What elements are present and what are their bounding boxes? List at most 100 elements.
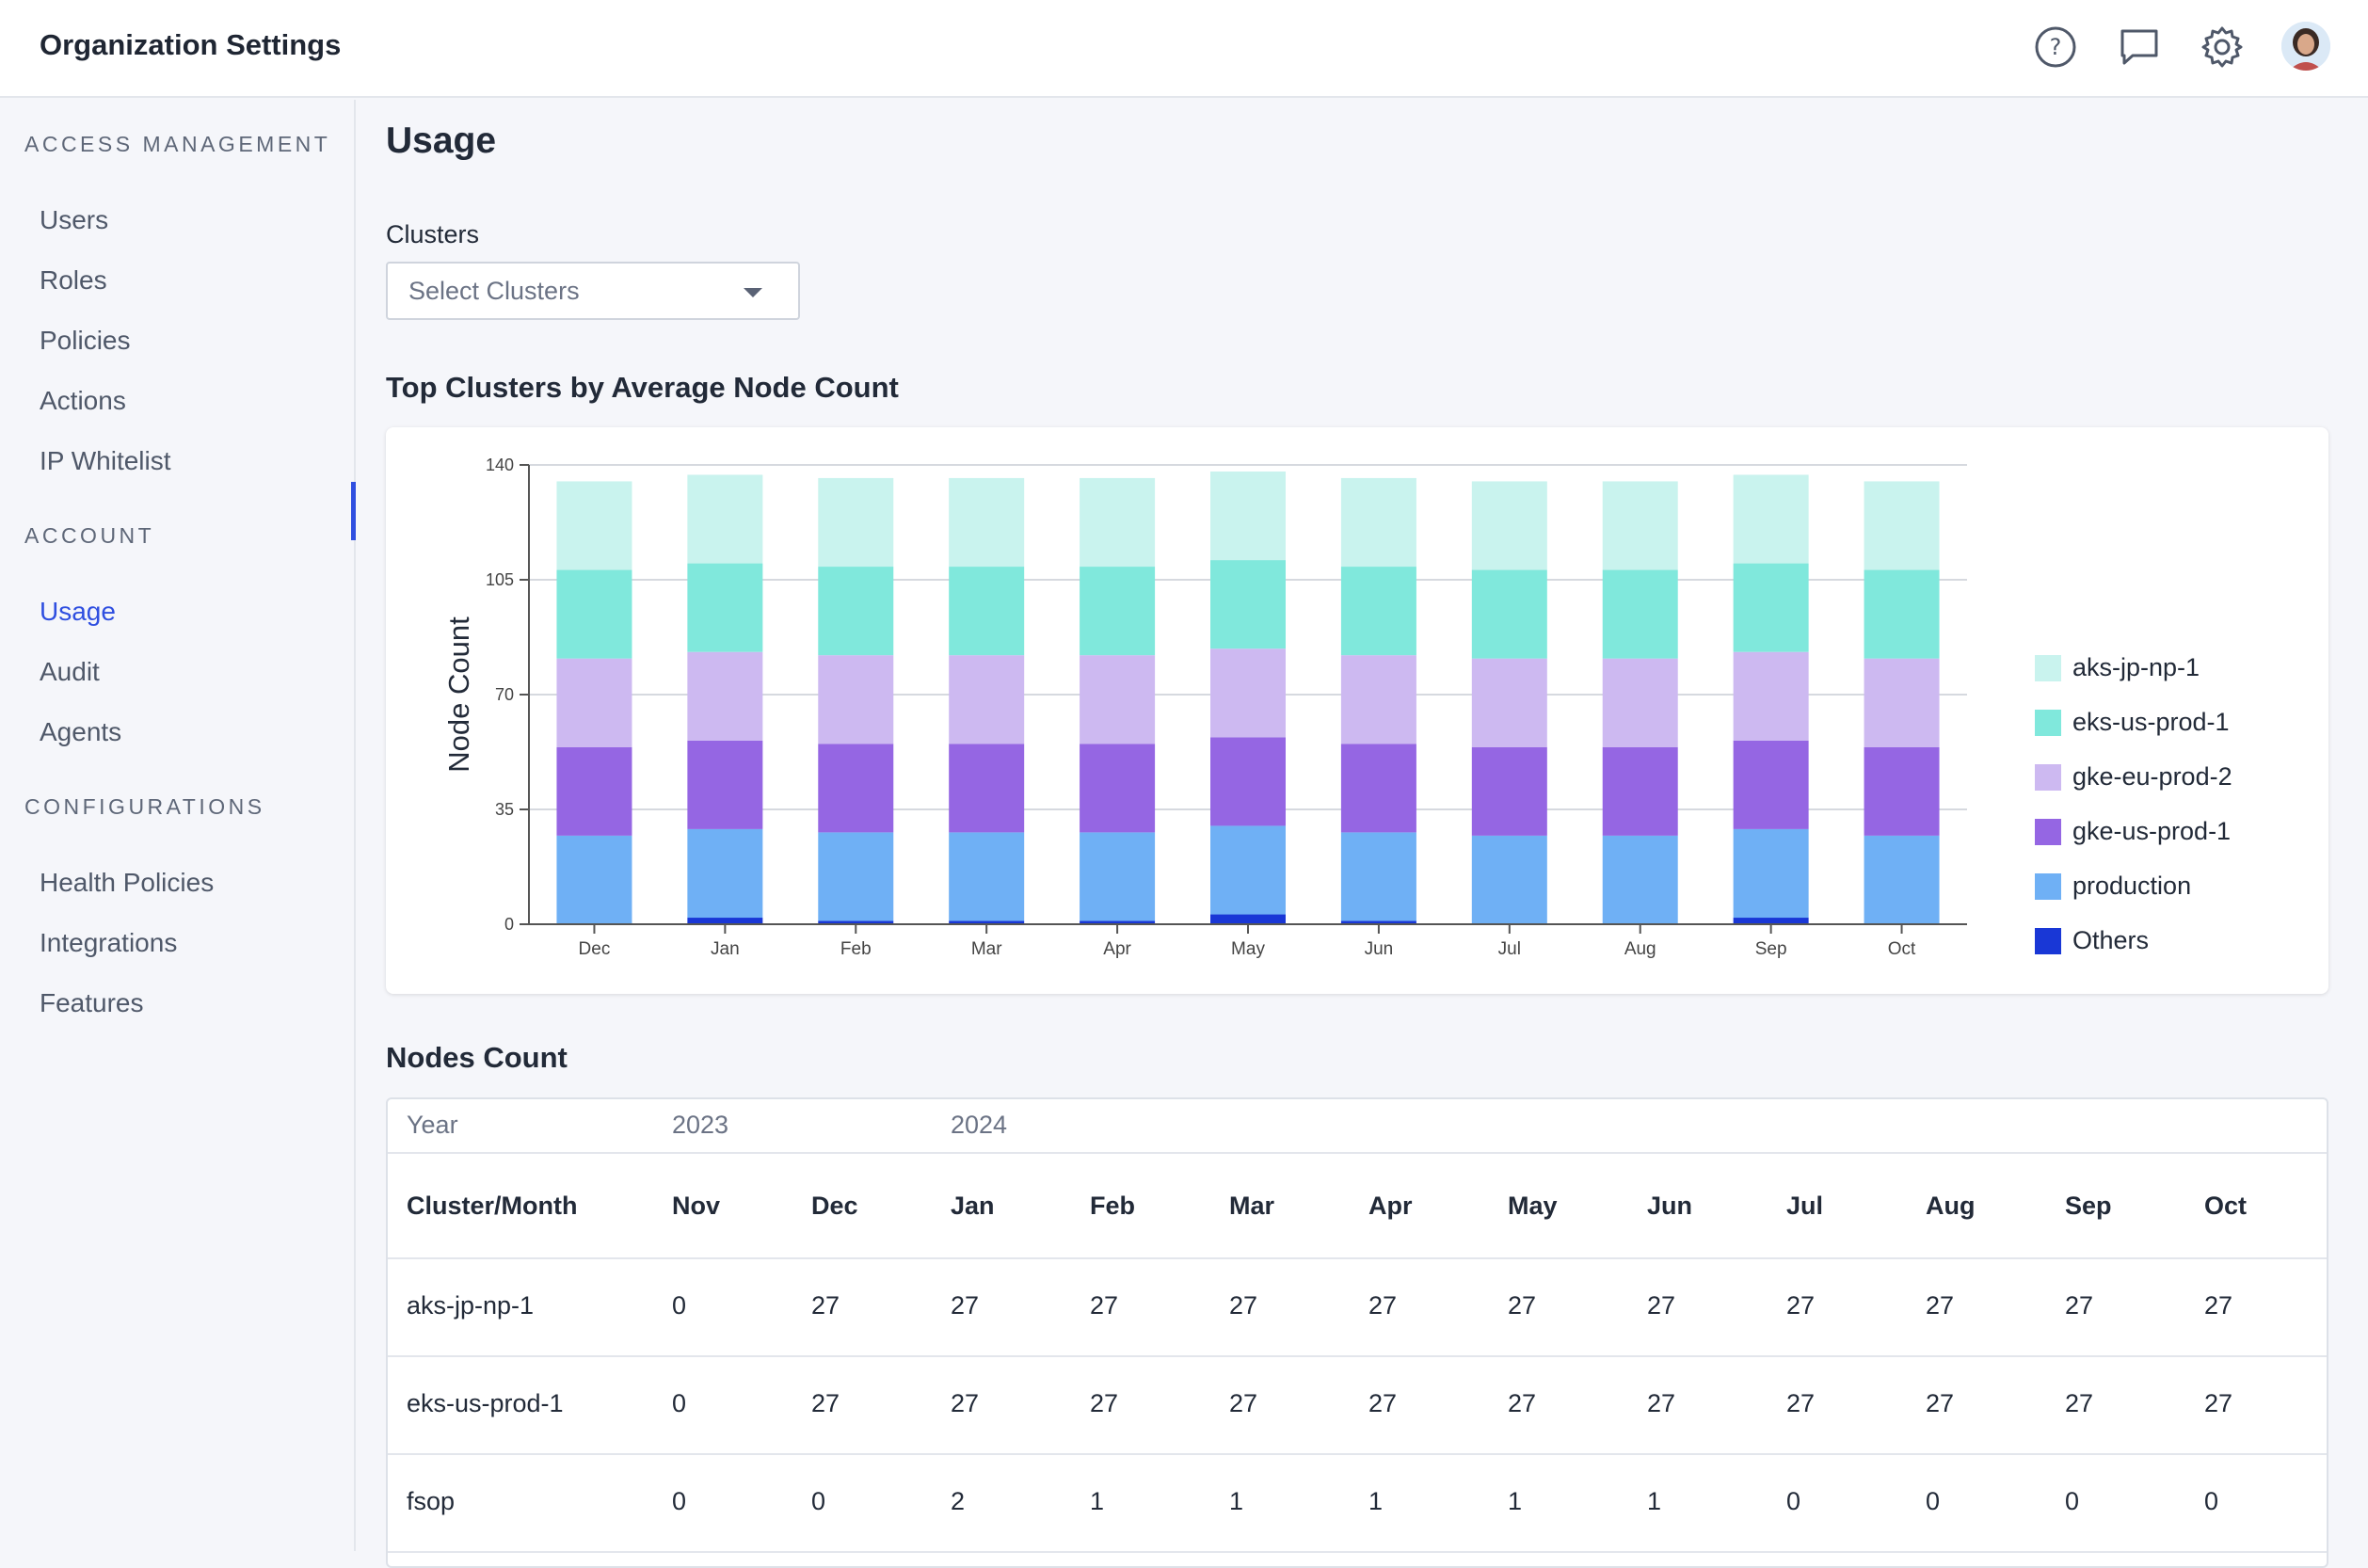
x-tick-label: Jul — [1498, 939, 1521, 959]
bar-segment[interactable] — [556, 835, 632, 924]
sidebar-item-roles[interactable]: Roles — [40, 265, 107, 295]
bar-segment[interactable] — [1210, 471, 1286, 561]
bar-segment[interactable] — [1864, 658, 1940, 747]
avatar[interactable] — [2281, 22, 2330, 71]
bar-segment[interactable] — [1602, 835, 1678, 924]
node-count-cell: 27 — [2065, 1291, 2094, 1320]
legend-item[interactable]: production — [2035, 872, 2191, 901]
bar-segment[interactable] — [1210, 648, 1286, 738]
bar-segment[interactable] — [687, 828, 763, 919]
legend-label: Others — [2072, 926, 2150, 954]
bar-segment[interactable] — [1471, 569, 1547, 659]
legend-label: gke-us-prod-1 — [2072, 817, 2232, 845]
bar-segment[interactable] — [1733, 651, 1809, 741]
gear-icon[interactable] — [2198, 23, 2247, 72]
bar-segment[interactable] — [1864, 835, 1940, 924]
sidebar-item-usage[interactable]: Usage — [40, 597, 116, 626]
sidebar-item-users[interactable]: Users — [40, 205, 109, 234]
x-tick-label: Jan — [711, 939, 740, 959]
bar-segment[interactable] — [1210, 914, 1286, 924]
help-icon[interactable]: ? — [2031, 23, 2080, 72]
bar-segment[interactable] — [1733, 828, 1809, 919]
bar-segment[interactable] — [1340, 477, 1416, 568]
bar-segment[interactable] — [687, 563, 763, 652]
x-tick-label: Feb — [840, 939, 872, 959]
sidebar-item-policies[interactable]: Policies — [40, 326, 131, 355]
bar-segment[interactable] — [949, 744, 1025, 833]
bar-segment[interactable] — [1080, 567, 1156, 656]
bar-segment[interactable] — [1602, 658, 1678, 747]
sidebar-item-integrations[interactable]: Integrations — [40, 928, 178, 957]
table-row: eks-us-prod-1 0 27 27 27 27 27 27 27 27 27 27 27 — [388, 1357, 2327, 1455]
bar-segment[interactable] — [1602, 481, 1678, 570]
bar-segment[interactable] — [949, 920, 1025, 924]
bar-segment[interactable] — [949, 567, 1025, 656]
bar-segment[interactable] — [949, 655, 1025, 744]
bar-segment[interactable] — [818, 655, 894, 744]
bar-segment[interactable] — [1210, 825, 1286, 915]
bar-segment[interactable] — [1864, 746, 1940, 836]
bar-segment[interactable] — [818, 920, 894, 924]
bar-segment[interactable] — [949, 477, 1025, 568]
bar-segment[interactable] — [687, 740, 763, 829]
bar-segment[interactable] — [1733, 474, 1809, 564]
bar-segment[interactable] — [556, 569, 632, 659]
bar-segment[interactable] — [818, 477, 894, 568]
bar-segment[interactable] — [556, 746, 632, 836]
bar-segment[interactable] — [818, 832, 894, 921]
bar-segment[interactable] — [687, 474, 763, 564]
bar-segment[interactable] — [1864, 481, 1940, 570]
legend-item[interactable]: gke-us-prod-1 — [2035, 817, 2231, 846]
bar-segment[interactable] — [1340, 744, 1416, 833]
bar-segment[interactable] — [1340, 567, 1416, 656]
column-header: Apr — [1368, 1192, 1413, 1220]
bar-segment[interactable] — [1340, 655, 1416, 744]
bar-segment[interactable] — [1733, 918, 1809, 924]
x-tick-label: May — [1231, 939, 1265, 959]
bar-segment[interactable] — [1080, 744, 1156, 833]
bar-segment[interactable] — [1602, 746, 1678, 836]
bar-segment[interactable] — [1210, 737, 1286, 826]
bar-segment[interactable] — [949, 832, 1025, 921]
bar-segment[interactable] — [1471, 481, 1547, 570]
column-header: Dec — [811, 1192, 858, 1220]
bar-segment[interactable] — [1080, 920, 1156, 924]
bar-segment[interactable] — [556, 658, 632, 747]
bar-segment[interactable] — [687, 651, 763, 741]
node-count-cell: 1 — [1229, 1487, 1244, 1515]
bar-segment[interactable] — [1340, 920, 1416, 924]
bar-segment[interactable] — [1733, 740, 1809, 829]
sidebar-item-audit[interactable]: Audit — [40, 657, 100, 686]
bar-segment[interactable] — [818, 567, 894, 656]
bar-segment[interactable] — [1340, 832, 1416, 921]
legend-item[interactable]: gke-eu-prod-2 — [2035, 762, 2232, 792]
bar-segment[interactable] — [1471, 835, 1547, 924]
bar-segment[interactable] — [1733, 563, 1809, 652]
sidebar-item-ip-whitelist[interactable]: IP Whitelist — [40, 446, 171, 475]
node-count-cell: 1 — [1647, 1487, 1662, 1515]
legend-item[interactable]: eks-us-prod-1 — [2035, 708, 2230, 737]
bar-segment[interactable] — [1602, 569, 1678, 659]
bar-segment[interactable] — [1471, 746, 1547, 836]
bar-segment[interactable] — [687, 918, 763, 924]
chat-icon[interactable] — [2115, 23, 2164, 72]
node-count-cell: 27 — [1926, 1291, 1955, 1320]
legend-item[interactable]: aks-jp-np-1 — [2035, 653, 2200, 682]
sidebar-item-health-policies[interactable]: Health Policies — [40, 868, 215, 897]
sidebar-item-agents[interactable]: Agents — [40, 717, 122, 746]
node-count-cell: 27 — [1508, 1291, 1537, 1320]
bar-segment[interactable] — [1210, 560, 1286, 649]
legend-item[interactable]: Others — [2035, 926, 2149, 955]
bar-segment[interactable] — [818, 744, 894, 833]
bar-segment[interactable] — [1471, 658, 1547, 747]
bar-segment[interactable] — [1080, 655, 1156, 744]
node-count-cell: 27 — [2065, 1389, 2094, 1417]
bar-segment[interactable] — [1080, 477, 1156, 568]
bar-segment[interactable] — [1080, 832, 1156, 921]
sidebar-item-actions[interactable]: Actions — [40, 386, 126, 415]
bar-segment[interactable] — [1864, 569, 1940, 659]
clusters-select[interactable]: Select Clusters — [386, 262, 800, 320]
sidebar-item-features[interactable]: Features — [40, 988, 144, 1017]
bar-segment[interactable] — [556, 481, 632, 570]
legend-label: aks-jp-np-1 — [2072, 653, 2200, 681]
